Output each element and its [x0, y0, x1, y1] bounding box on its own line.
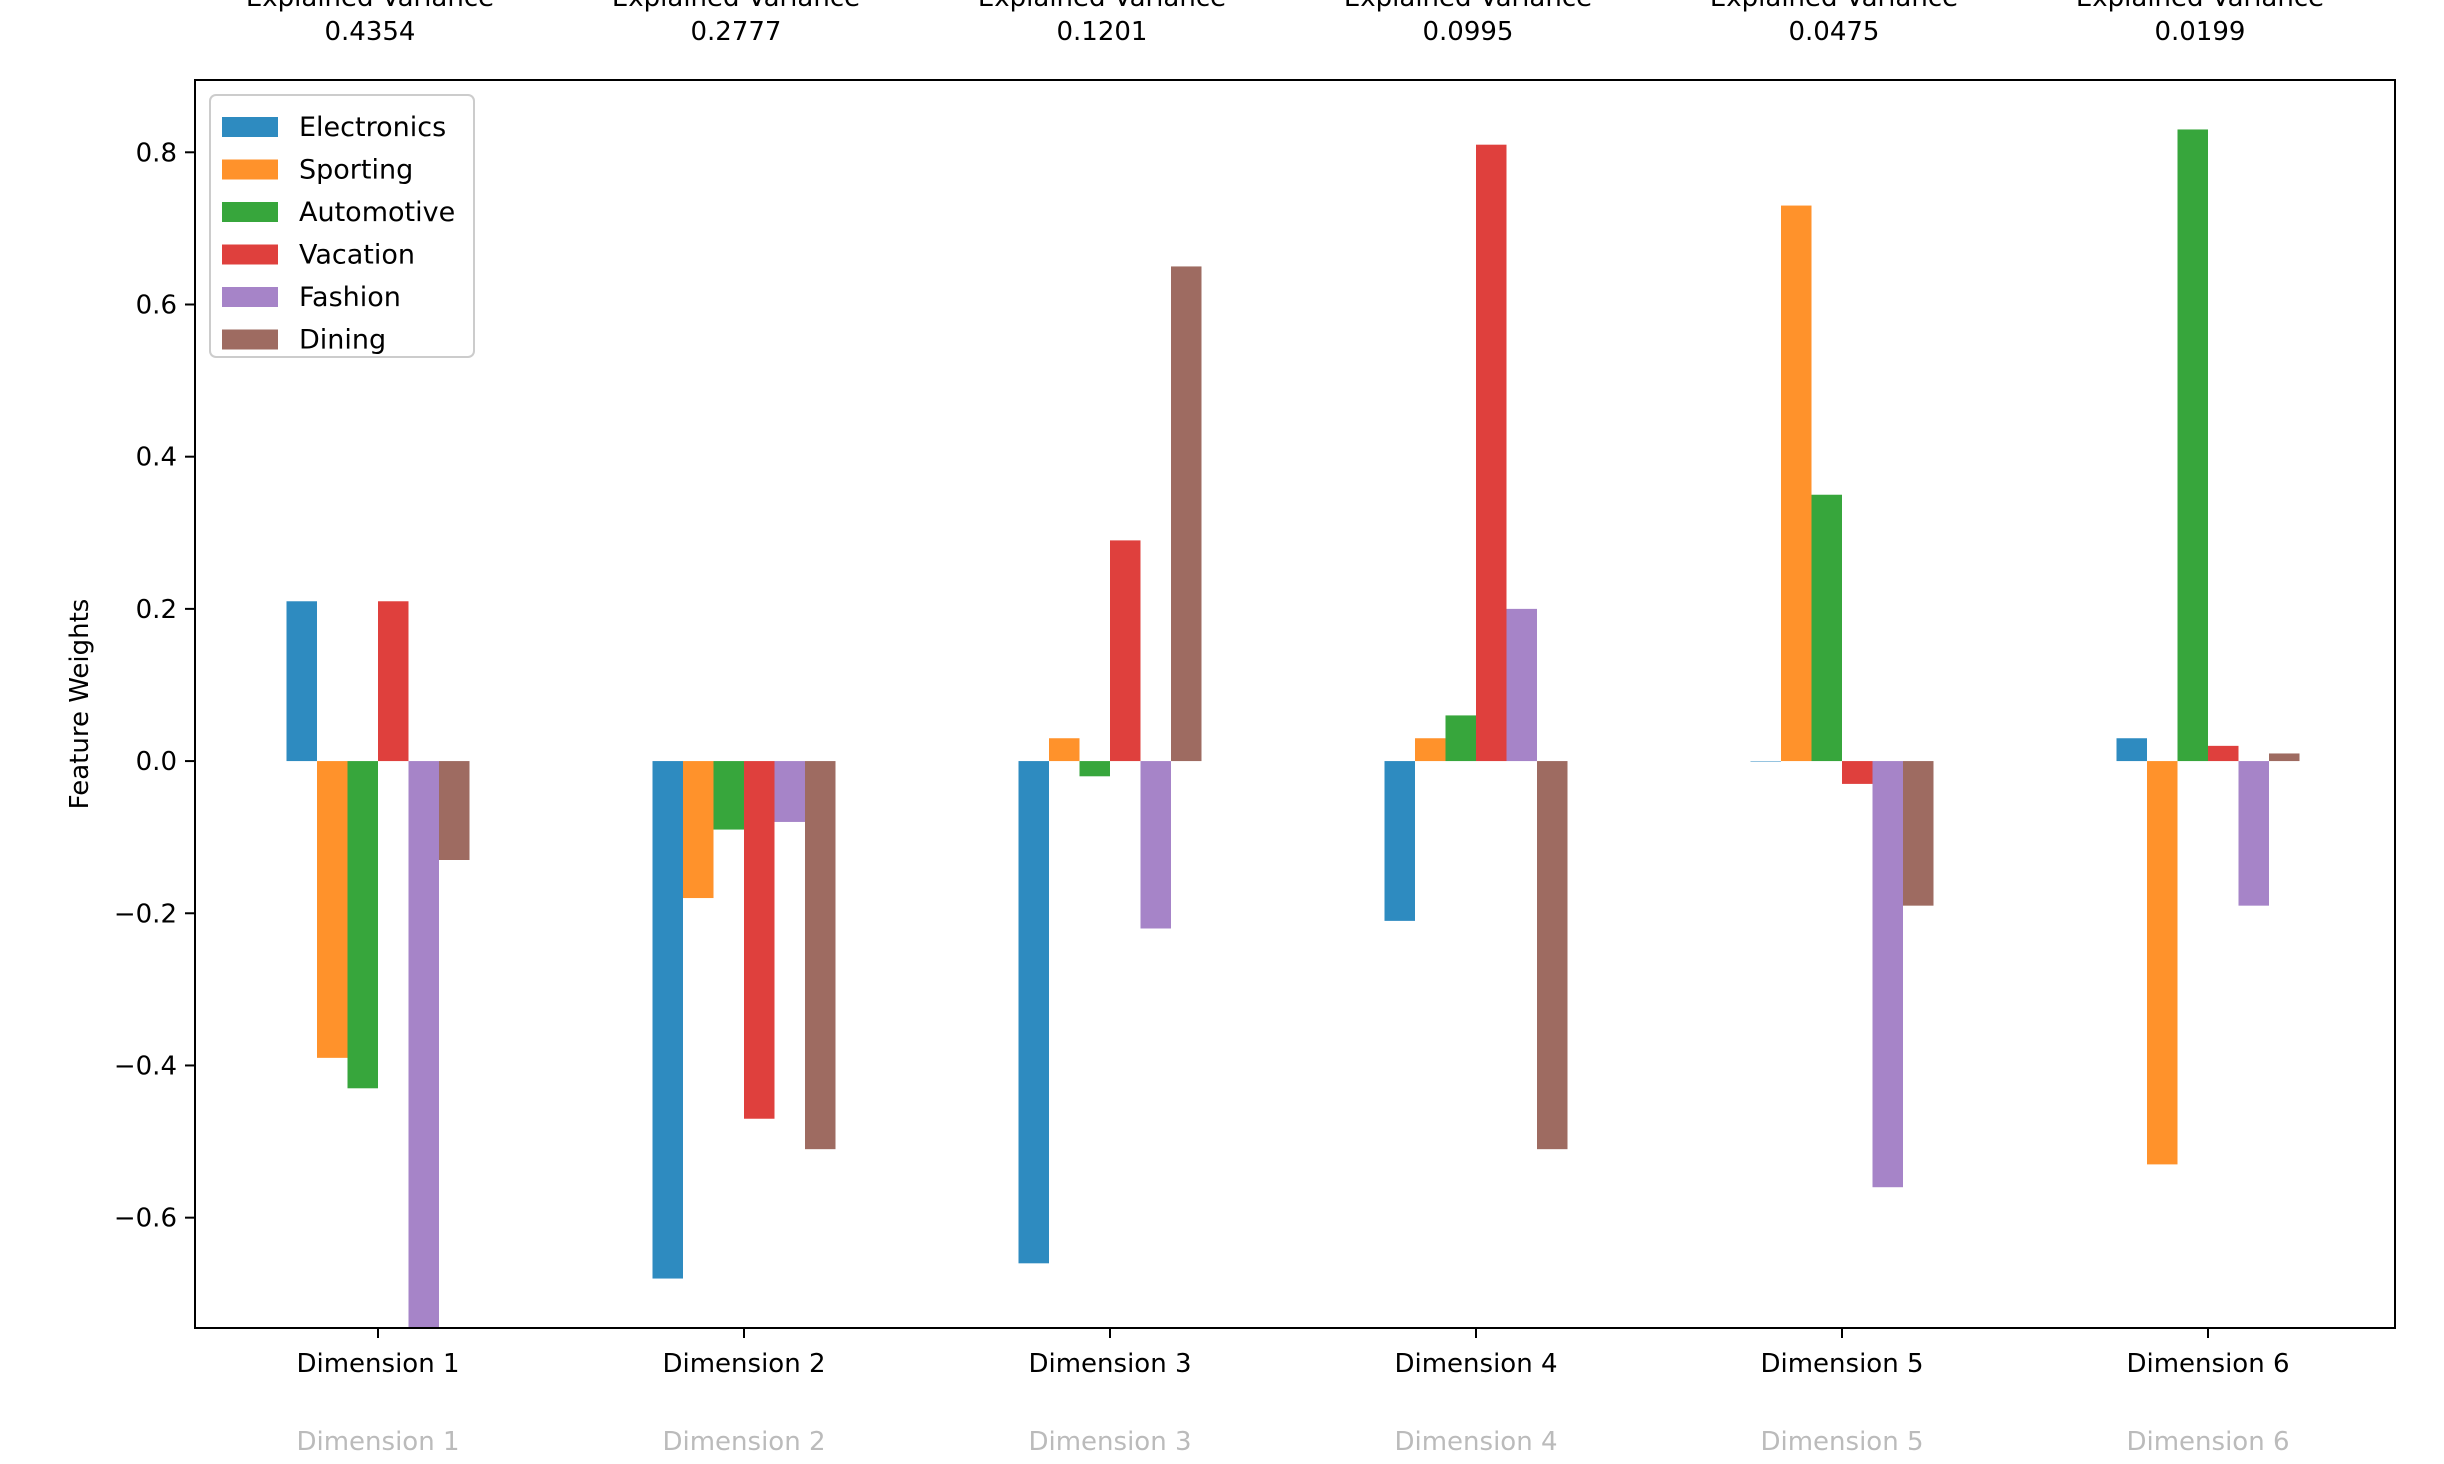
- bar-dining-4: [1537, 761, 1568, 1150]
- explained-variance-title: Explained Variance: [978, 0, 1226, 13]
- legend-label: Electronics: [299, 112, 446, 143]
- explained-variance-value: 0.1201: [1057, 17, 1148, 47]
- x-tick-label: Dimension 6: [2126, 1349, 2289, 1379]
- legend-label: Dining: [299, 325, 386, 356]
- bar-fashion-2: [774, 761, 805, 822]
- bar-fashion-3: [1140, 761, 1171, 929]
- bar-sporting-1: [317, 761, 348, 1058]
- explained-variance-labels: Explained Variance 0.4354 Explained Varian…: [246, 0, 2324, 47]
- ghost-category-label: Dimension 5: [1760, 1427, 1923, 1457]
- bar-sporting-5: [1781, 205, 1812, 762]
- ghost-category-label: Dimension 2: [662, 1427, 825, 1457]
- y-tick-label: −0.6: [114, 1204, 177, 1234]
- y-tick-label: 0.8: [136, 138, 177, 168]
- explained-variance-title: Explained Variance: [1344, 0, 1592, 13]
- bar-electronics-4: [1384, 761, 1415, 921]
- bar-dining-5: [1903, 761, 1934, 906]
- bar-sporting-2: [683, 761, 714, 899]
- x-tick-label: Dimension 4: [1394, 1349, 1557, 1379]
- bar-vacation-2: [744, 761, 775, 1119]
- y-axis-label: Feature Weights: [65, 599, 95, 810]
- bar-fashion-5: [1872, 761, 1903, 1188]
- bar-fashion-6: [2238, 761, 2269, 906]
- bar-automotive-6: [2177, 129, 2208, 762]
- bar-electronics-5: [1750, 761, 1781, 762]
- bar-vacation-3: [1110, 540, 1141, 762]
- x-axis: Dimension 1 Dimension 1 Dimension 2 Dimensi…: [296, 1328, 2290, 1457]
- ghost-category-label: Dimension 1: [296, 1427, 459, 1457]
- x-tick-label: Dimension 5: [1760, 1349, 1923, 1379]
- y-tick-label: 0.4: [136, 443, 177, 473]
- bar-sporting-4: [1415, 738, 1446, 762]
- bars: [286, 129, 2300, 1328]
- y-tick-label: 0.0: [136, 747, 177, 777]
- ghost-category-label: Dimension 3: [1028, 1427, 1191, 1457]
- bar-vacation-1: [378, 601, 409, 762]
- bar-electronics-1: [286, 601, 317, 762]
- bar-automotive-1: [347, 761, 378, 1089]
- bar-dining-3: [1171, 266, 1202, 762]
- bar-sporting-6: [2147, 761, 2178, 1165]
- ghost-category-label: Dimension 6: [2126, 1427, 2289, 1457]
- explained-variance-title: Explained Variance: [2076, 0, 2324, 13]
- bar-fashion-4: [1506, 608, 1537, 762]
- plot-frame: [194, 79, 2396, 1329]
- legend-swatch: [222, 287, 278, 307]
- x-tick-label: Dimension 3: [1028, 1349, 1191, 1379]
- explained-variance-value: 0.0475: [1789, 17, 1880, 47]
- legend-swatch: [222, 329, 278, 350]
- legend-label: Fashion: [299, 282, 401, 313]
- explained-variance-title: Explained Variance: [612, 0, 860, 13]
- y-axis: −0.6 −0.4 −0.2 0.0 0.2 0.4 0.6 0.8: [114, 138, 195, 1234]
- bar-vacation-4: [1476, 144, 1507, 762]
- bar-dining-2: [805, 761, 836, 1150]
- bar-vacation-5: [1842, 761, 1873, 784]
- bar-electronics-6: [2116, 738, 2147, 762]
- explained-variance-title: Explained Variance: [1710, 0, 1958, 13]
- y-tick-label: −0.4: [114, 1051, 177, 1081]
- bar-automotive-3: [1079, 761, 1110, 777]
- legend-label: Vacation: [299, 240, 415, 271]
- bar-sporting-3: [1049, 738, 1080, 762]
- explained-variance-value: 0.0995: [1423, 17, 1514, 47]
- explained-variance-value: 0.0199: [2155, 17, 2246, 47]
- bar-automotive-5: [1811, 494, 1842, 762]
- x-tick-label: Dimension 1: [296, 1349, 459, 1379]
- bar-automotive-2: [713, 761, 744, 830]
- legend-swatch: [222, 117, 278, 137]
- bar-vacation-6: [2208, 745, 2239, 762]
- bar-electronics-3: [1018, 761, 1049, 1264]
- explained-variance-value: 0.4354: [325, 17, 416, 47]
- legend: Electronics Sporting Automotive Vacation Fas…: [209, 94, 475, 358]
- y-tick-label: 0.6: [136, 290, 177, 320]
- legend-label: Automotive: [299, 197, 455, 228]
- ghost-category-label: Dimension 4: [1394, 1427, 1557, 1457]
- bar-automotive-4: [1445, 715, 1476, 762]
- legend-swatch: [222, 202, 278, 222]
- explained-variance-title: Explained Variance: [246, 0, 494, 13]
- bar-dining-1: [439, 761, 470, 860]
- legend-swatch: [222, 244, 278, 265]
- x-tick-label: Dimension 2: [662, 1349, 825, 1379]
- bar-dining-6: [2269, 753, 2300, 762]
- y-tick-label: −0.2: [114, 899, 177, 929]
- bar-electronics-2: [652, 761, 683, 1279]
- bar-fashion-1: [408, 761, 439, 1328]
- legend-label: Sporting: [299, 155, 413, 186]
- explained-variance-value: 0.2777: [691, 17, 782, 47]
- legend-swatch: [222, 159, 278, 180]
- y-tick-label: 0.2: [136, 595, 177, 625]
